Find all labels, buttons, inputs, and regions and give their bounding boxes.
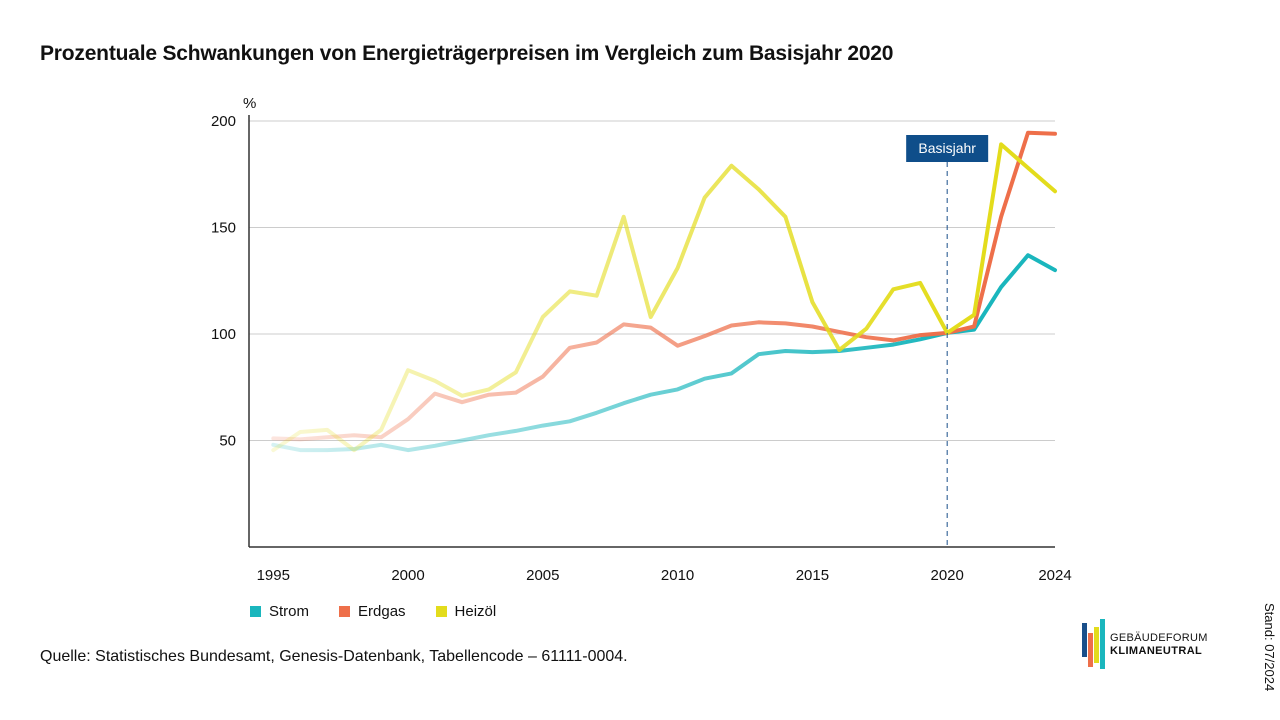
logo-line1: GEBÄUDEFORUM [1110,632,1208,644]
legend-swatch-strom [250,606,261,617]
basisjahr-label: Basisjahr [918,140,976,156]
chart-title: Prozentuale Schwankungen von Energieträg… [40,42,894,65]
x-tick-label: 2020 [930,567,963,584]
legend-label-strom: Strom [269,603,310,620]
y-tick-label: 100 [211,326,236,343]
x-tick-label: 2024 [1038,567,1071,584]
legend-item-heizoel: Heizöl [435,603,497,620]
logo-line2: KLIMANEUTRAL [1110,645,1203,657]
legend: Strom Erdgas Heizöl [250,603,496,620]
y-tick-label: 150 [211,220,236,237]
stand-date: Stand: 07/2024 [1262,603,1277,692]
series-line-strom [271,253,1057,453]
x-tick-label: 2000 [391,567,424,584]
series-line-heizoel [271,142,1057,453]
legend-swatch-heizoel [435,606,447,617]
source-note: Quelle: Statistisches Bundesamt, Genesis… [40,648,628,665]
x-tick-label: 2010 [661,567,694,584]
legend-item-erdgas: Erdgas [339,603,406,620]
series-line-erdgas [271,130,1057,442]
legend-swatch-erdgas [339,606,351,617]
x-tick-label: 2015 [796,567,829,584]
gebaeudeforum-logo: GEBÄUDEFORUM KLIMANEUTRAL [1080,617,1220,672]
y-tick-label: 50 [219,433,236,450]
legend-label-heizoel: Heizöl [454,603,497,620]
x-tick-label: 1995 [257,567,290,584]
y-tick-label: 200 [211,113,236,130]
basisjahr-box [906,135,989,162]
x-tick-label: 2005 [526,567,559,584]
logo-bars-icon [1082,619,1105,669]
legend-item-strom: Strom [250,603,309,620]
y-axis-unit: % [243,95,256,112]
legend-label-erdgas: Erdgas [358,603,406,620]
